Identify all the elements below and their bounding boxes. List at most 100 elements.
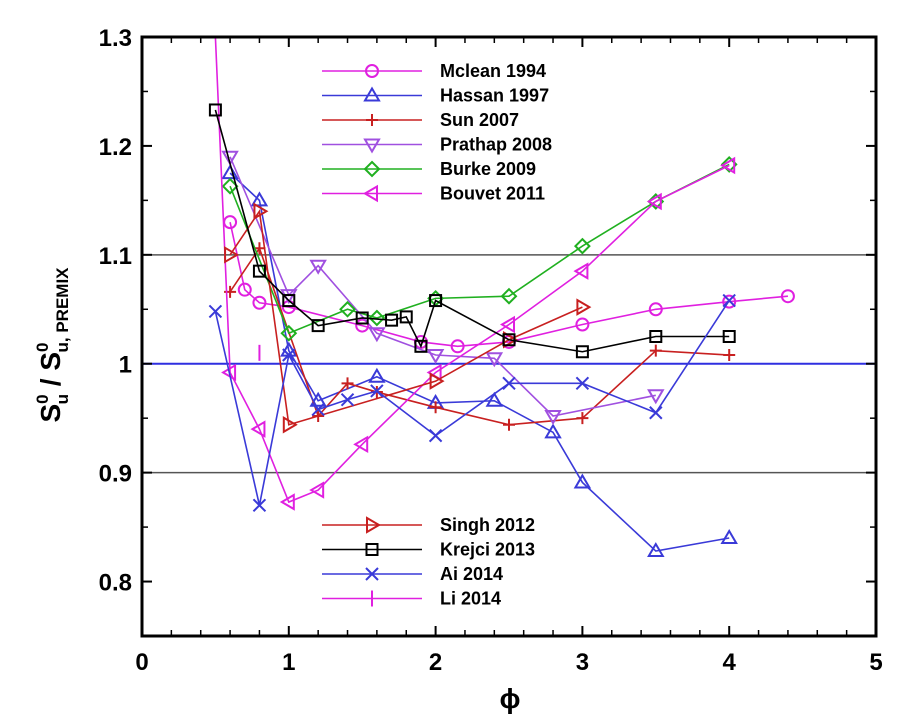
legend-item: Hassan 1997 (322, 86, 549, 106)
legend-item: Bouvet 2011 (322, 184, 545, 204)
legend-label: Bouvet 2011 (440, 184, 545, 204)
plot-frame (140, 35, 878, 638)
data-point (399, 310, 413, 324)
series-line (214, 109, 730, 353)
data-point (208, 304, 223, 319)
series-layer (208, 37, 795, 558)
data-point (575, 376, 590, 391)
legend-item: Li 2014 (322, 589, 501, 609)
legend-item: Prathap 2008 (322, 135, 552, 155)
data-point (429, 294, 443, 308)
series (221, 150, 665, 425)
data-point (368, 367, 386, 383)
data-point (429, 401, 442, 414)
data-point (647, 389, 665, 405)
y-axis-label-sub2: u, PREMIX (53, 267, 72, 353)
data-point (282, 415, 298, 434)
data-point (544, 410, 562, 425)
data-point (224, 246, 240, 264)
data-point (649, 406, 663, 420)
data-point (500, 315, 515, 334)
legend-marker (365, 543, 379, 556)
x-tick-label: 0 (135, 649, 148, 676)
data-point (720, 528, 738, 544)
data-point (646, 192, 662, 211)
x-axis-ticks: 0 1 2 3 4 5 (135, 37, 883, 676)
data-point (575, 317, 590, 332)
legend-label: Krejci 2013 (440, 540, 535, 560)
y-axis-label-slash: / S (35, 352, 66, 394)
data-point (355, 311, 369, 325)
data-point (573, 473, 592, 489)
data-point (500, 287, 518, 305)
series-line (214, 37, 730, 504)
data-point (414, 339, 428, 353)
data-point (221, 150, 239, 166)
data-point (237, 282, 252, 297)
x-tick-label: 4 (723, 649, 737, 676)
data-point (311, 402, 325, 417)
data-point (502, 333, 516, 347)
legend-label: Prathap 2008 (440, 135, 552, 155)
y-axis-label-sup1: 0 (33, 394, 52, 403)
series (208, 293, 736, 513)
data-point (720, 156, 736, 175)
data-point (309, 481, 325, 499)
data-point (252, 498, 267, 513)
data-point (647, 542, 665, 558)
data-point (282, 348, 296, 362)
series (208, 103, 736, 359)
data-point (221, 177, 239, 195)
data-point (544, 423, 562, 439)
y-axis-label-sub1: u (53, 394, 72, 404)
data-point (576, 412, 589, 425)
legend: Mclean 1994 Hassan 1997 Sun 2007 Prathap 20… (322, 61, 552, 609)
data-point (280, 324, 298, 342)
legend-marker (366, 114, 378, 126)
data-point (722, 293, 736, 308)
data-point (353, 435, 369, 454)
data-point (649, 330, 663, 343)
x-axis-label: ϕ (500, 683, 521, 714)
data-point (575, 345, 589, 359)
data-point (309, 391, 327, 407)
data-point (503, 418, 515, 431)
data-point (370, 384, 384, 398)
data-point (253, 202, 269, 220)
data-point (649, 344, 662, 357)
y-axis-label-sup2: 0 (33, 342, 52, 351)
legend-item: Ai 2014 (322, 564, 503, 584)
data-point (208, 103, 222, 117)
legend-label: Burke 2009 (440, 159, 536, 179)
series-line (229, 221, 788, 348)
legend-marker (363, 160, 381, 178)
legend-label: Ai 2014 (440, 564, 503, 584)
data-point (250, 191, 269, 207)
legend-label: Sun 2007 (440, 110, 519, 130)
data-point (279, 493, 295, 511)
x-tick-label: 1 (282, 649, 295, 676)
data-point (309, 259, 327, 275)
data-point (723, 349, 736, 362)
data-point (573, 237, 591, 255)
legend-marker (363, 86, 381, 102)
data-point (339, 300, 356, 318)
data-point (426, 349, 445, 364)
legend-label: Hassan 1997 (440, 86, 549, 106)
legend-label: Mclean 1994 (440, 61, 546, 81)
x-tick-label: 2 (429, 649, 442, 676)
data-point (428, 428, 443, 443)
data-point (340, 392, 355, 407)
svg-text:S0u / S0u, PREMIX: S0u / S0u, PREMIX (33, 267, 72, 423)
data-point (252, 295, 267, 310)
series-line (229, 163, 730, 335)
data-point (250, 420, 266, 438)
legend-item: Krejci 2013 (322, 540, 535, 560)
legend-marker (366, 516, 381, 534)
legend-marker (363, 184, 378, 203)
data-point (368, 309, 386, 327)
data-point (573, 262, 589, 280)
y-tick-label: 1 (119, 352, 132, 379)
data-point (341, 377, 354, 390)
